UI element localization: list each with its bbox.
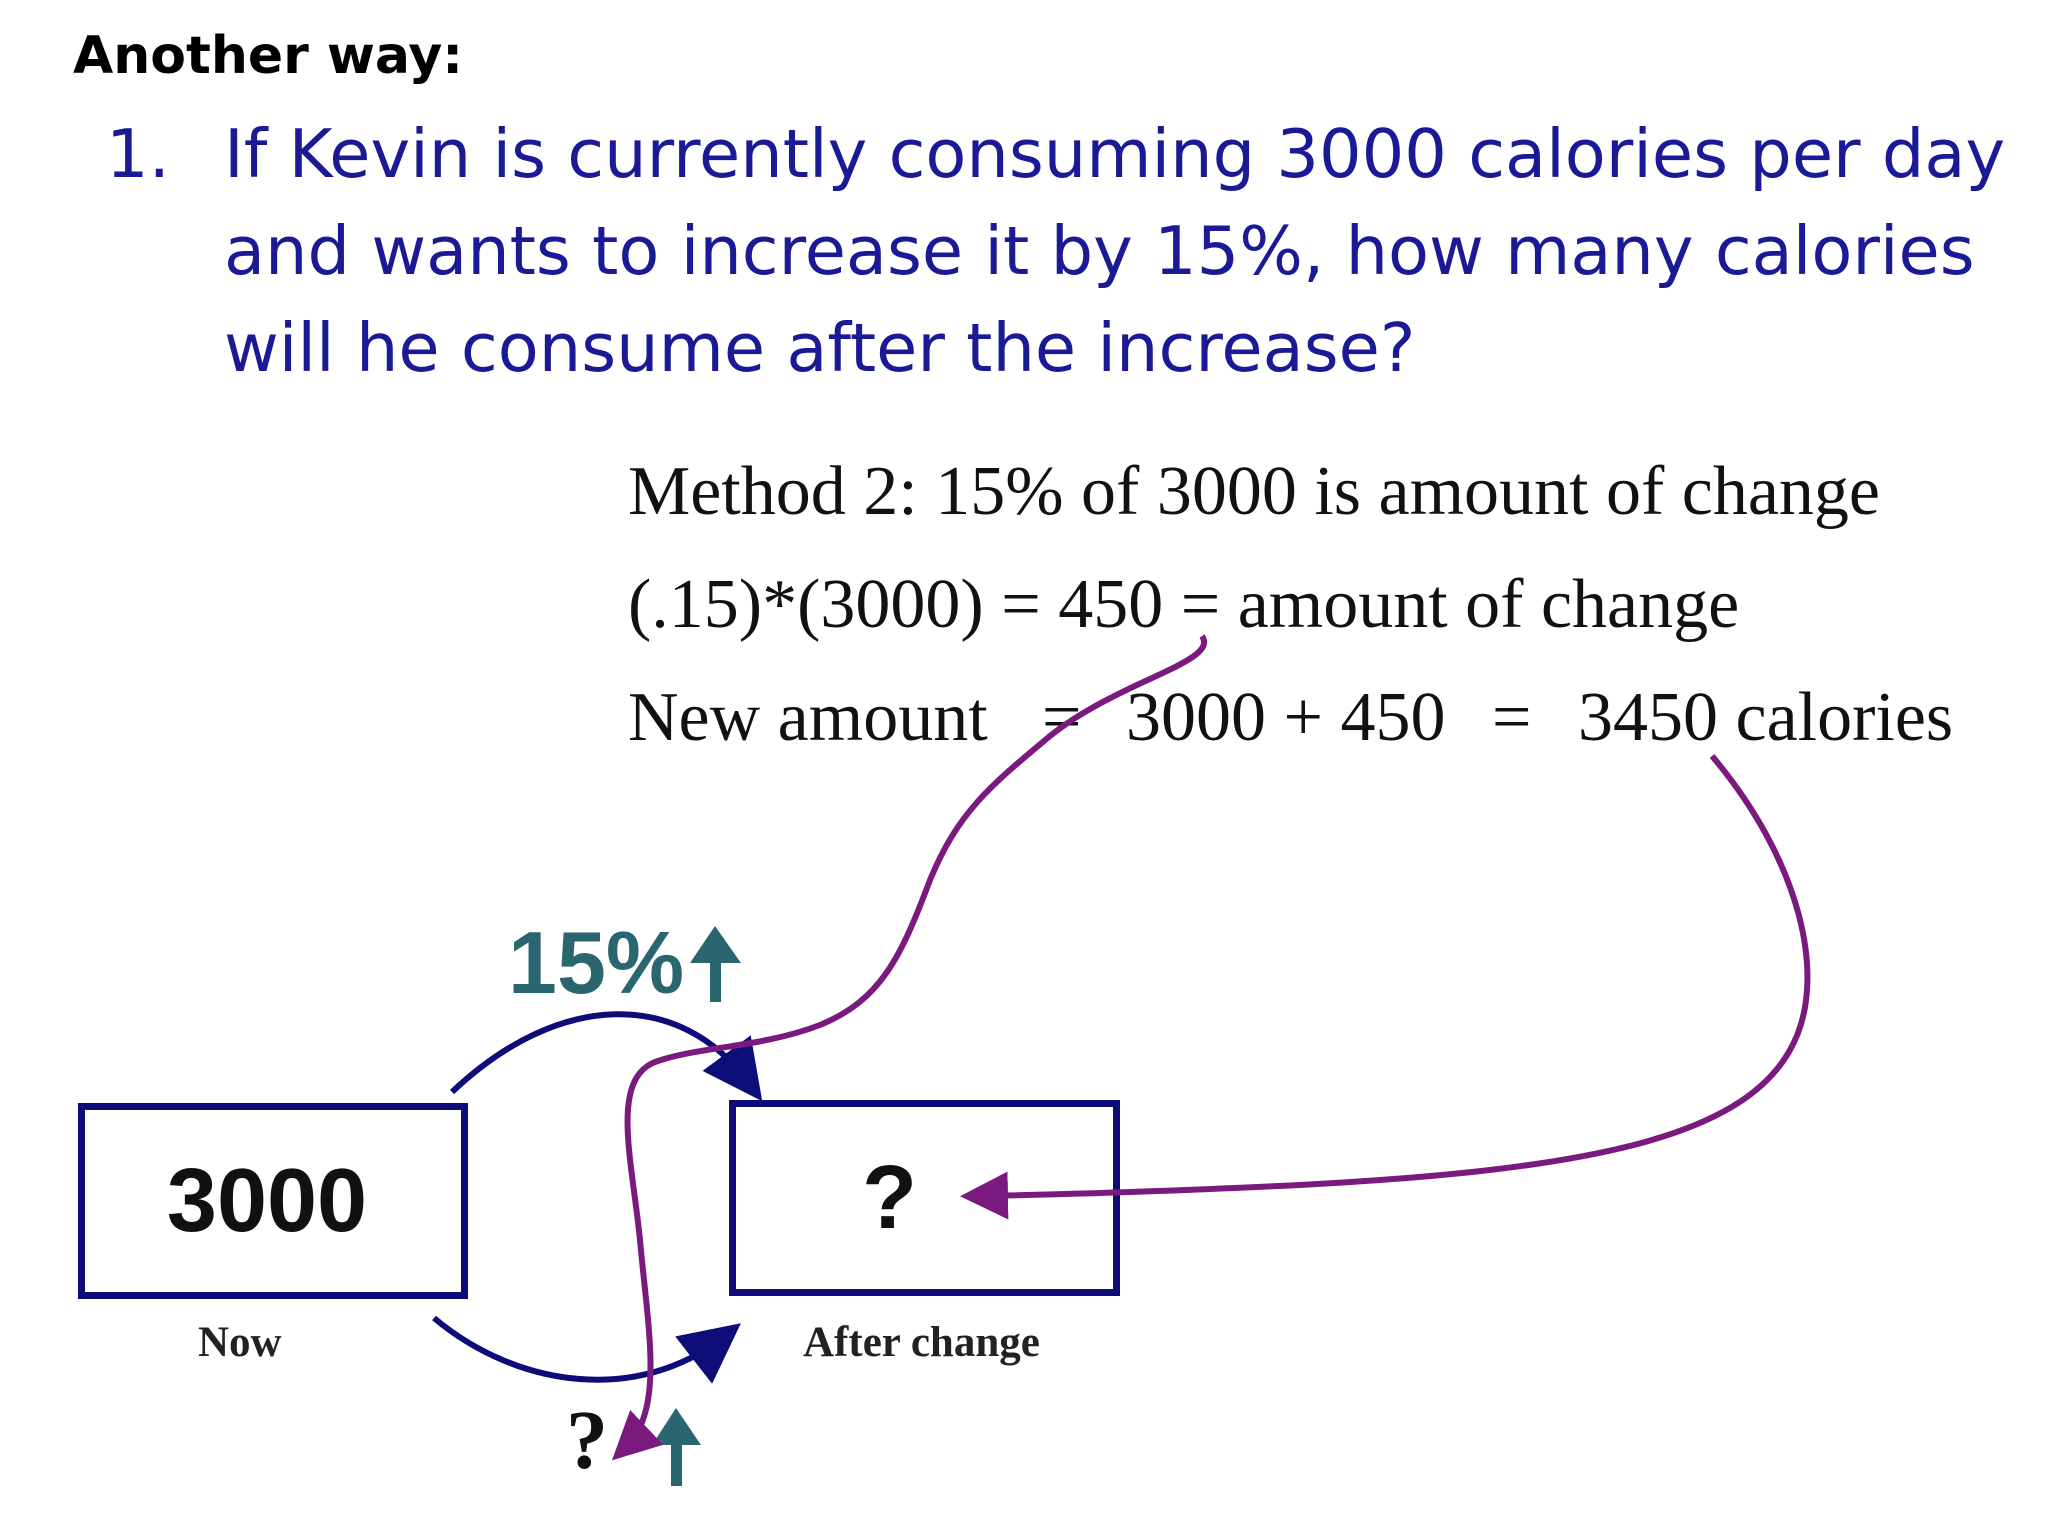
method-line-3-result: 3450 calories: [1578, 679, 1954, 756]
after-change-caption: After change: [803, 1319, 1040, 1366]
percent-up-arrow-icon: [690, 926, 741, 1002]
method-line-2: (.15)*(3000) = 450 = amount of change: [628, 566, 1740, 643]
question-line-1: If Kevin is currently consuming 3000 cal…: [224, 115, 2006, 193]
after-change-value: ?: [862, 1147, 917, 1248]
bottom-flow-arrow: [432, 1315, 741, 1384]
percent-change-label: 15%: [508, 913, 685, 1012]
now-caption: Now: [198, 1319, 282, 1366]
method-line-1: Method 2: 15% of 3000 is amount of chang…: [628, 453, 1881, 530]
question-line-3: will he consume after the increase?: [224, 309, 1416, 387]
after-change-box: ?: [729, 1100, 1120, 1296]
slide-heading: Another way:: [73, 26, 464, 86]
method-line-3-equals-2: =: [1492, 679, 1532, 756]
now-value: 3000: [166, 1150, 368, 1251]
method-line-3-label: New amount: [628, 679, 988, 756]
method-line-3-expression: 3000 + 450: [1126, 679, 1446, 756]
unknown-change-label: ?: [566, 1394, 608, 1487]
now-box: 3000: [78, 1103, 468, 1299]
change-up-arrow-icon: [652, 1408, 701, 1486]
annotation-change-arrow: [611, 634, 1208, 1461]
question-line-2: and wants to increase it by 15%, how man…: [224, 212, 1975, 290]
annotation-result-arrow: [960, 754, 1811, 1220]
question-number: 1.: [106, 115, 170, 193]
